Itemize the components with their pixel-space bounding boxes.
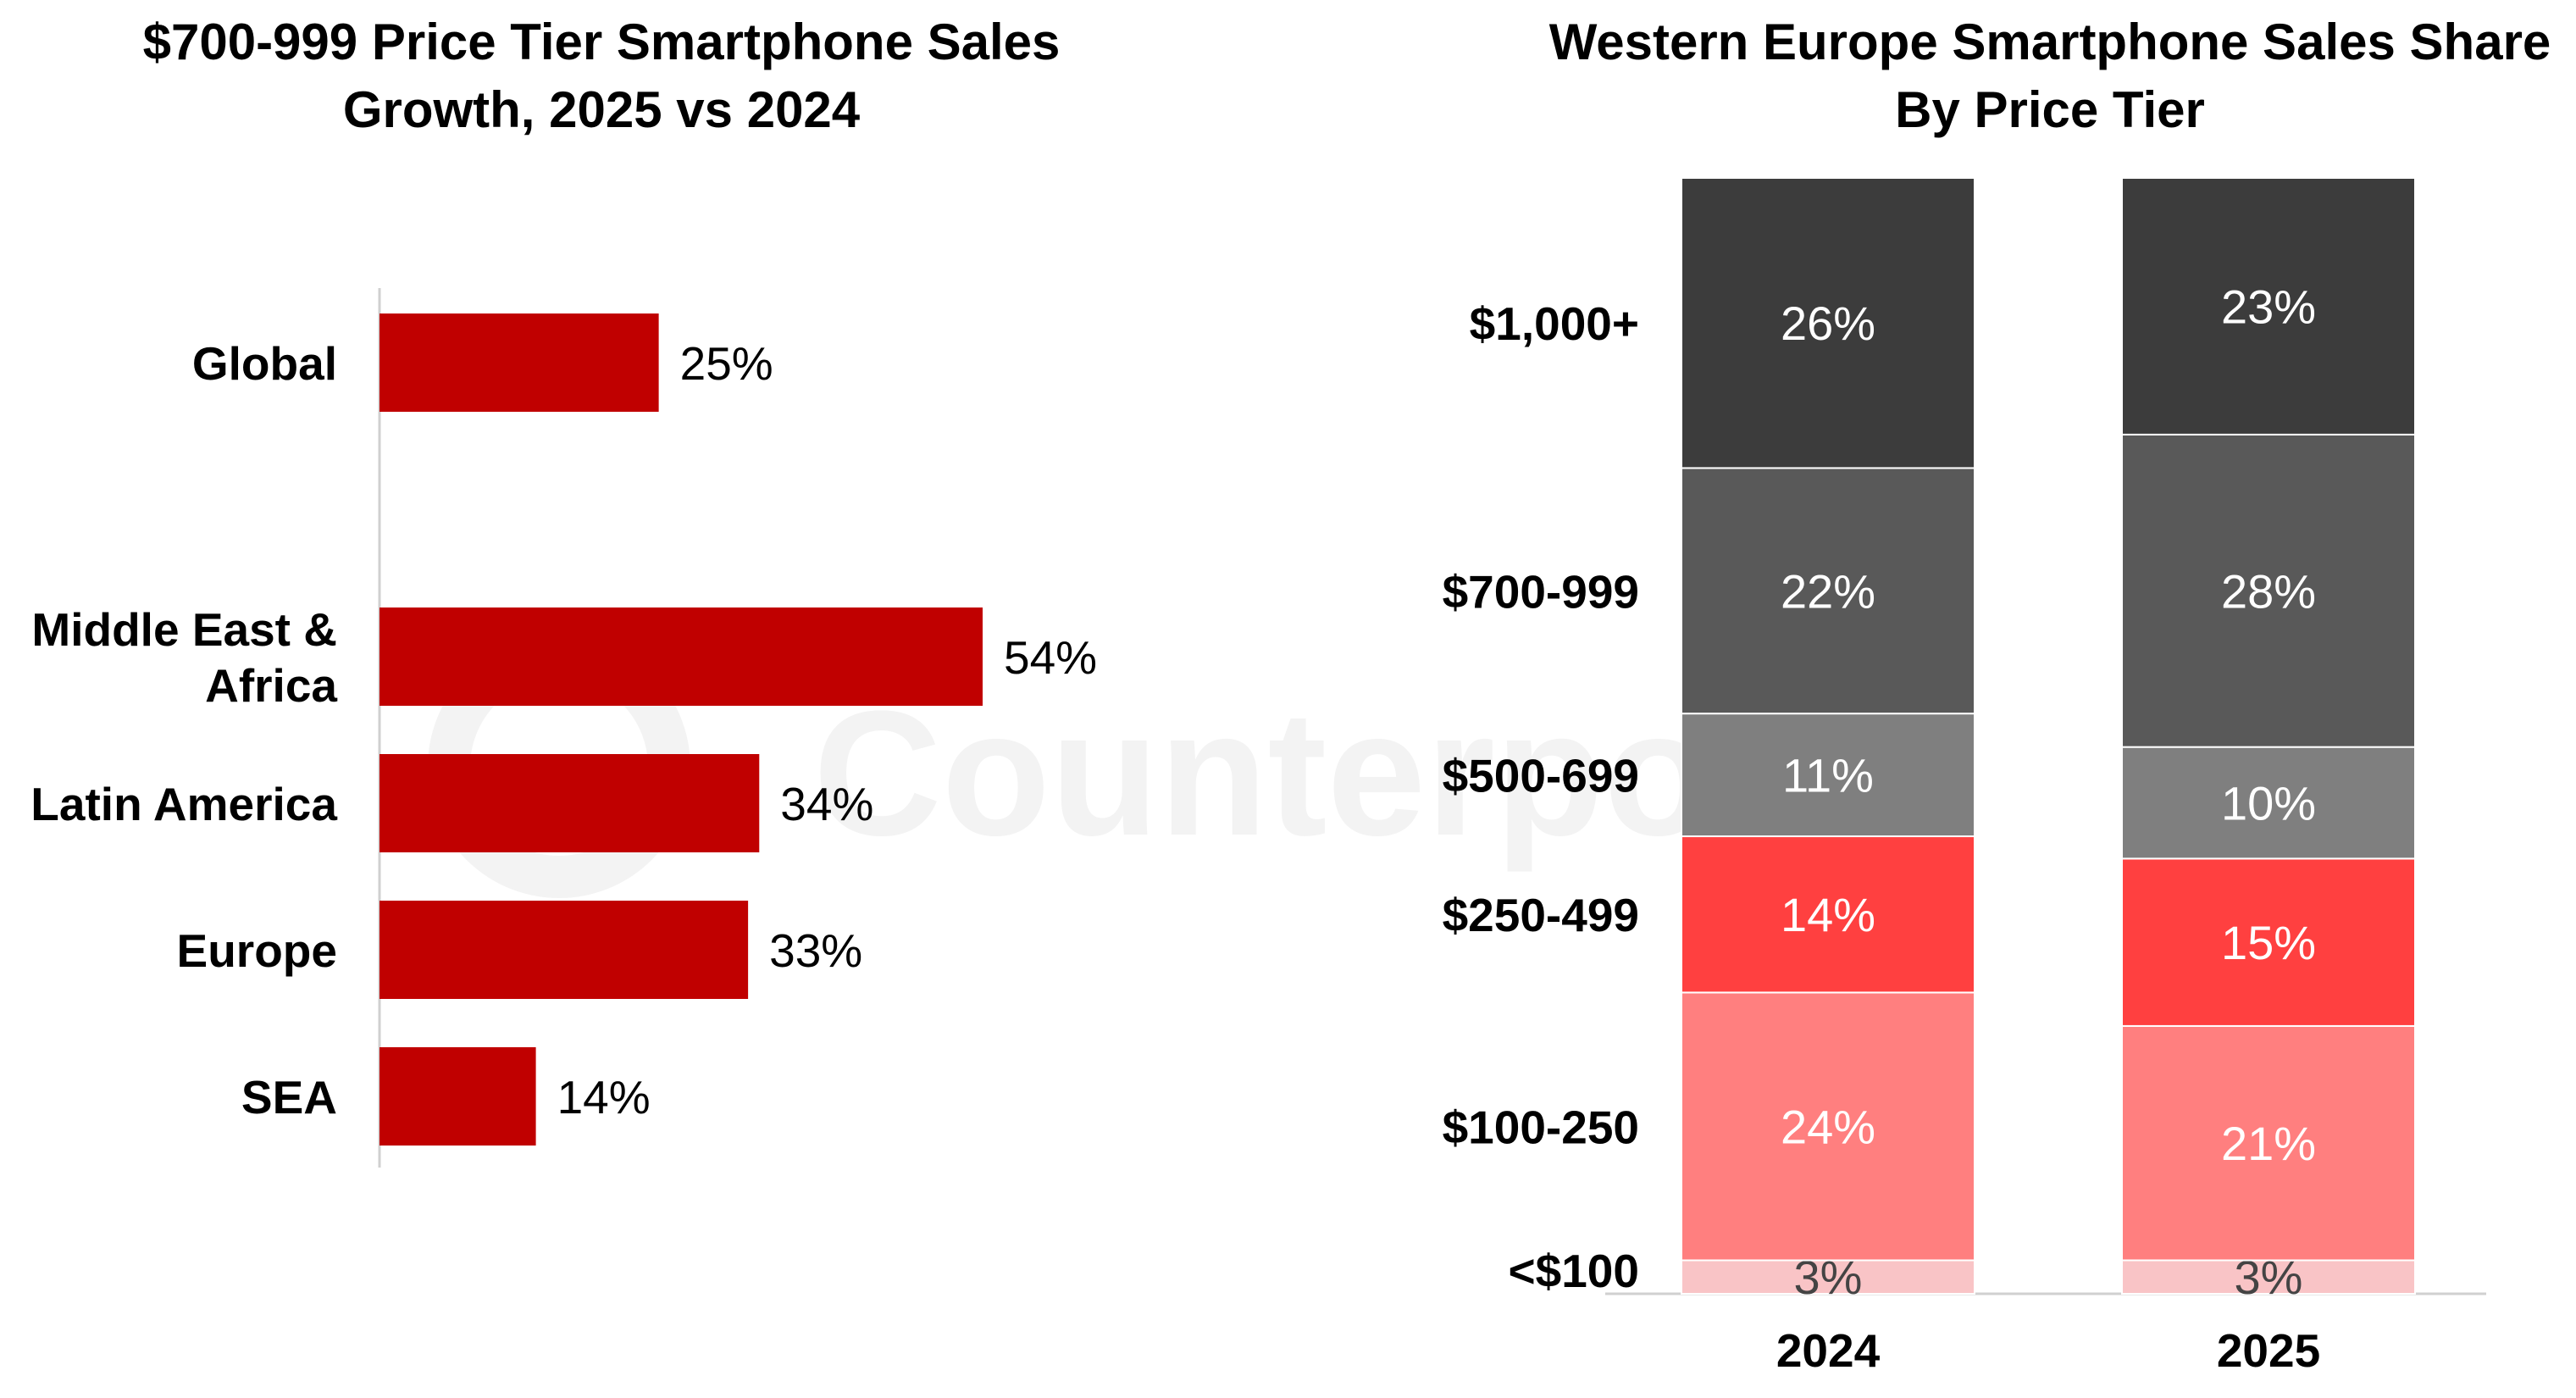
bar-value-label: 34%	[780, 778, 873, 830]
tier-label: $250-499	[1443, 889, 1639, 941]
bar-value-label: 25%	[680, 337, 773, 390]
stack-segment	[1681, 467, 1975, 715]
tier-label: $700-999	[1443, 565, 1639, 618]
bar	[379, 1047, 536, 1146]
stack-segment	[1681, 713, 1975, 838]
stack-segment	[1681, 177, 1975, 469]
stack-segment	[1681, 835, 1975, 994]
chart-title-line: Western Europe Smartphone Sales Share	[1549, 14, 2551, 70]
segment-value-label: 22%	[1781, 564, 1875, 618]
category-label: Latin America	[30, 778, 337, 830]
category-label: SEA	[241, 1071, 337, 1123]
price-tier-share-chart: Western Europe Smartphone Sales Share By …	[1443, 14, 2551, 1377]
category-label: Europe	[177, 924, 337, 977]
segment-value-label: 23%	[2221, 280, 2316, 333]
bar-value-label: 33%	[769, 924, 862, 977]
bar	[379, 313, 659, 412]
segment-value-label: 21%	[2221, 1117, 2316, 1170]
tier-label: $1,000+	[1470, 297, 1639, 350]
category-label: Global	[192, 337, 337, 390]
stack-segment	[2121, 177, 2416, 435]
bar	[379, 607, 983, 706]
tier-label: $500-699	[1443, 750, 1639, 802]
stack-segment	[1681, 991, 1975, 1262]
segment-value-label: 14%	[1781, 888, 1875, 941]
stack-segment	[2121, 1024, 2416, 1262]
tier-label: <$100	[1509, 1245, 1639, 1297]
bar-value-label: 14%	[557, 1071, 651, 1123]
tier-label: $100-250	[1443, 1101, 1639, 1153]
growth-bar-chart: $700-999 Price Tier Smartphone Sales Grow…	[30, 14, 1097, 1168]
chart-title-line: By Price Tier	[1895, 81, 2205, 138]
segment-value-label: 15%	[2221, 916, 2316, 969]
chart-title-line: Growth, 2025 vs 2024	[343, 81, 861, 138]
bar-value-label: 54%	[1004, 631, 1097, 684]
chart-title-line: $700-999 Price Tier Smartphone Sales	[143, 14, 1061, 70]
x-tick-label: 2025	[2217, 1324, 2320, 1377]
stack-segment	[1681, 1259, 1975, 1295]
bar	[379, 754, 760, 852]
segment-value-label: 10%	[2221, 777, 2316, 830]
segment-value-label: 26%	[1781, 297, 1875, 350]
segment-value-label: 11%	[1782, 749, 1874, 802]
x-tick-label: 2024	[1776, 1324, 1881, 1377]
segment-value-label: 28%	[2221, 564, 2316, 618]
segment-value-label: 24%	[1781, 1100, 1875, 1153]
stack-segment	[2121, 433, 2416, 748]
stack-segment	[2121, 857, 2416, 1027]
category-label: Africa	[205, 659, 337, 712]
category-label: Middle East &	[31, 603, 337, 656]
bar	[379, 901, 749, 999]
stack-segment	[2121, 746, 2416, 860]
